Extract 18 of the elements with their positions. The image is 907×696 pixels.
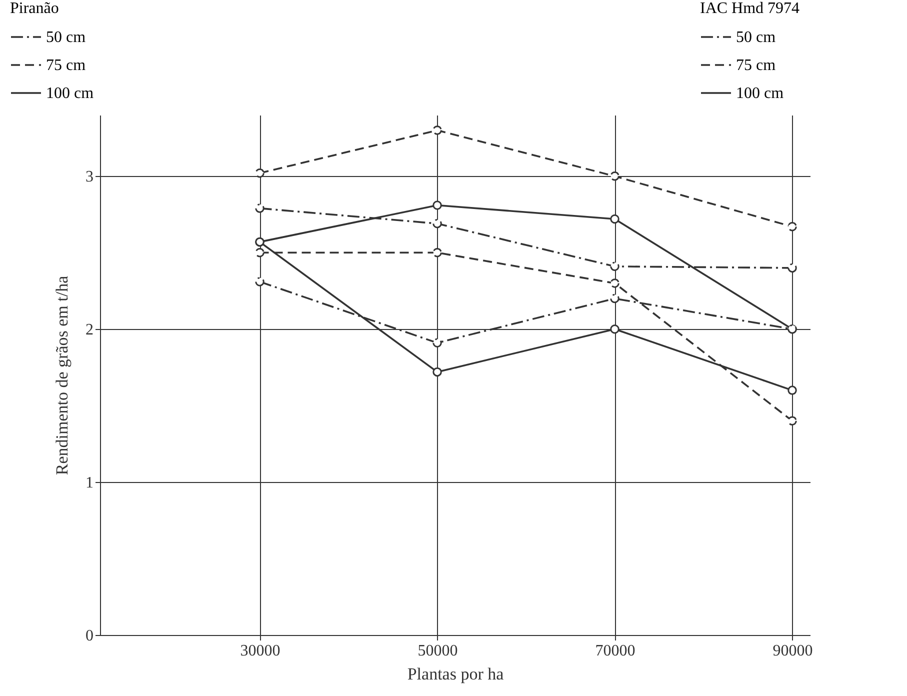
y-axis-title: Rendimento de grãos em t/ha — [52, 275, 72, 476]
y-tick-label: 3 — [86, 168, 94, 186]
x-tick-label: 70000 — [595, 642, 636, 660]
legend-label: 50 cm — [46, 29, 86, 46]
x-tick-label: 90000 — [772, 642, 813, 660]
text: IAC Hmd 7974 — [700, 0, 800, 17]
y-tick-label: 0 — [86, 628, 94, 644]
text: Piranão — [10, 0, 59, 17]
legend-label: 75 cm — [736, 57, 776, 74]
legend-label: 100 cm — [736, 85, 784, 102]
y-tick-label: 2 — [86, 322, 94, 339]
y-tick-label: 1 — [86, 474, 94, 492]
legend-label: 100 cm — [46, 85, 94, 102]
legend-label: 75 cm — [46, 57, 86, 74]
x-tick-label: 50000 — [418, 642, 458, 660]
x-axis-title: Plantas por ha — [407, 664, 504, 684]
legend-label: 50 cm — [736, 29, 776, 46]
x-tick-label: 30000 — [240, 642, 280, 660]
